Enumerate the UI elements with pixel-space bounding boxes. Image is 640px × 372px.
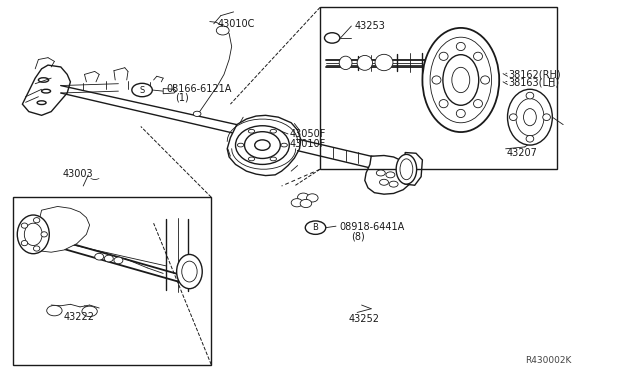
Ellipse shape bbox=[400, 159, 413, 180]
Text: 38162(RH): 38162(RH) bbox=[509, 70, 561, 79]
Ellipse shape bbox=[474, 100, 483, 108]
Ellipse shape bbox=[95, 253, 104, 260]
Ellipse shape bbox=[24, 223, 42, 246]
Ellipse shape bbox=[132, 83, 152, 97]
Text: (1): (1) bbox=[175, 93, 189, 103]
Ellipse shape bbox=[255, 140, 270, 150]
Ellipse shape bbox=[375, 54, 393, 71]
Ellipse shape bbox=[291, 199, 303, 207]
Ellipse shape bbox=[248, 129, 255, 133]
Ellipse shape bbox=[481, 76, 490, 84]
Ellipse shape bbox=[396, 154, 417, 184]
Text: S: S bbox=[140, 86, 145, 94]
Text: 43050F: 43050F bbox=[290, 129, 326, 139]
Ellipse shape bbox=[177, 254, 202, 289]
Ellipse shape bbox=[33, 218, 40, 223]
Text: 43252: 43252 bbox=[349, 314, 380, 324]
Ellipse shape bbox=[21, 223, 28, 228]
Ellipse shape bbox=[456, 109, 465, 118]
Ellipse shape bbox=[193, 111, 201, 116]
Ellipse shape bbox=[422, 28, 499, 132]
Ellipse shape bbox=[443, 55, 479, 105]
Ellipse shape bbox=[82, 306, 97, 317]
Text: 43010C: 43010C bbox=[218, 19, 255, 29]
Text: R430002K: R430002K bbox=[525, 356, 571, 365]
Ellipse shape bbox=[524, 109, 536, 126]
Ellipse shape bbox=[182, 261, 197, 282]
Ellipse shape bbox=[430, 37, 492, 123]
Ellipse shape bbox=[248, 157, 255, 161]
Ellipse shape bbox=[305, 221, 326, 234]
Ellipse shape bbox=[380, 179, 388, 185]
Ellipse shape bbox=[270, 157, 276, 161]
Text: 43253: 43253 bbox=[355, 21, 385, 31]
Bar bbox=[13, 197, 211, 365]
Text: 43207: 43207 bbox=[507, 148, 538, 157]
Ellipse shape bbox=[216, 26, 229, 35]
Ellipse shape bbox=[236, 126, 289, 164]
Text: 08166-6121A: 08166-6121A bbox=[166, 84, 232, 93]
Ellipse shape bbox=[324, 33, 340, 43]
Ellipse shape bbox=[298, 193, 309, 201]
Ellipse shape bbox=[237, 143, 244, 147]
Ellipse shape bbox=[516, 99, 544, 136]
Ellipse shape bbox=[300, 199, 312, 208]
Ellipse shape bbox=[21, 241, 28, 246]
Ellipse shape bbox=[281, 143, 287, 147]
Text: 08918-6441A: 08918-6441A bbox=[339, 222, 404, 232]
Ellipse shape bbox=[307, 194, 318, 202]
Ellipse shape bbox=[244, 132, 280, 158]
Ellipse shape bbox=[328, 35, 336, 41]
Ellipse shape bbox=[474, 52, 483, 60]
Ellipse shape bbox=[389, 181, 398, 187]
Polygon shape bbox=[33, 206, 90, 252]
Ellipse shape bbox=[386, 172, 395, 178]
Ellipse shape bbox=[17, 215, 49, 254]
Text: ‿: ‿ bbox=[548, 70, 555, 79]
Polygon shape bbox=[405, 153, 422, 185]
Ellipse shape bbox=[432, 76, 441, 84]
Text: 43222: 43222 bbox=[64, 312, 95, 322]
Polygon shape bbox=[227, 115, 301, 176]
Polygon shape bbox=[163, 89, 176, 94]
Ellipse shape bbox=[439, 52, 448, 60]
Text: 43003: 43003 bbox=[63, 169, 93, 179]
Ellipse shape bbox=[456, 42, 465, 51]
Ellipse shape bbox=[376, 170, 385, 176]
Ellipse shape bbox=[508, 89, 552, 145]
Text: 43010F: 43010F bbox=[290, 140, 326, 149]
Ellipse shape bbox=[47, 305, 62, 316]
Ellipse shape bbox=[357, 55, 372, 70]
Ellipse shape bbox=[339, 56, 352, 70]
Ellipse shape bbox=[33, 246, 40, 251]
Ellipse shape bbox=[509, 114, 517, 121]
Ellipse shape bbox=[270, 129, 276, 133]
Polygon shape bbox=[22, 65, 70, 115]
Text: ‿: ‿ bbox=[91, 169, 99, 179]
Ellipse shape bbox=[41, 232, 47, 237]
Ellipse shape bbox=[526, 135, 534, 142]
Ellipse shape bbox=[439, 100, 448, 108]
Ellipse shape bbox=[104, 255, 113, 262]
Ellipse shape bbox=[543, 114, 550, 121]
Ellipse shape bbox=[452, 67, 470, 93]
Ellipse shape bbox=[526, 92, 534, 99]
Text: ‿: ‿ bbox=[548, 78, 555, 87]
Text: 38163(LH): 38163(LH) bbox=[509, 78, 560, 87]
Polygon shape bbox=[365, 155, 410, 194]
Text: B: B bbox=[312, 223, 319, 232]
Text: (8): (8) bbox=[351, 231, 364, 241]
Ellipse shape bbox=[114, 257, 123, 264]
Bar bbox=[320, 7, 557, 169]
